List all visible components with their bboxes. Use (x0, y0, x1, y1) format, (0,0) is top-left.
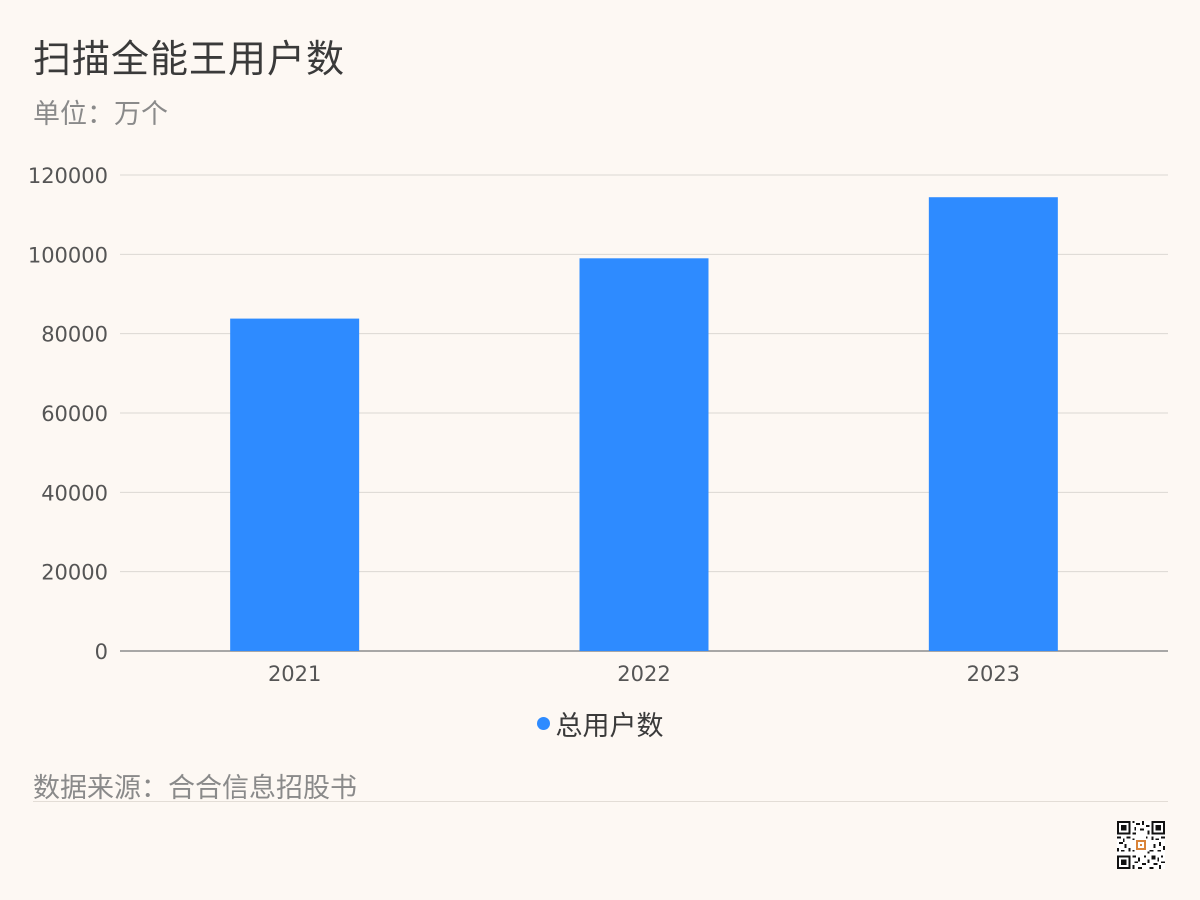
qr-code-icon (1117, 821, 1165, 869)
chart-subtitle: 单位：万个 (33, 99, 168, 130)
x-tick-label: 2023 (967, 662, 1020, 686)
legend-marker (536, 717, 550, 730)
bar (230, 318, 360, 651)
legend-label: 总用户数 (555, 711, 664, 742)
y-tick-label: 120000 (28, 164, 108, 188)
y-tick-label: 0 (95, 640, 108, 664)
y-tick-label: 40000 (41, 481, 108, 505)
y-tick-label: 100000 (28, 243, 108, 267)
x-tick-label: 2022 (617, 662, 670, 686)
footer-divider (33, 801, 1168, 802)
bar (928, 197, 1058, 652)
bar-chart: 0 20000 40000 60000 80000 100000 120000 2021 202… (28, 164, 1168, 686)
chart-title: 扫描全能王用户数 (33, 37, 346, 81)
y-tick-label: 80000 (41, 323, 108, 347)
y-tick-label: 60000 (41, 402, 108, 426)
bar (579, 258, 709, 651)
x-tick-label: 2021 (268, 662, 321, 686)
data-source: 数据来源：合合信息招股书 (33, 773, 357, 804)
y-tick-label: 20000 (41, 561, 108, 585)
chart-legend: 总用户数 (0, 704, 1200, 743)
